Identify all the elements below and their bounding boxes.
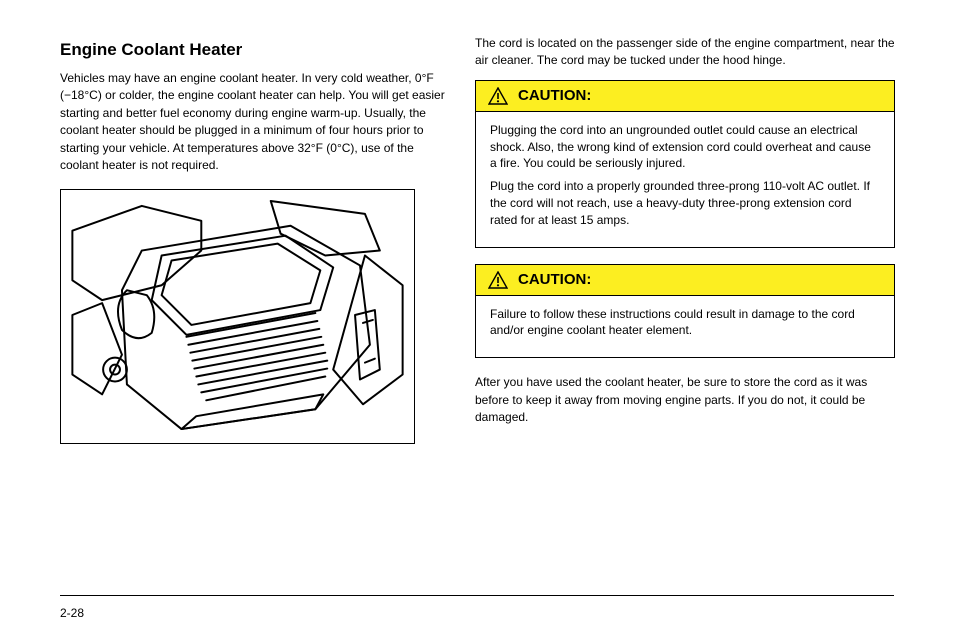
section-title: Engine Coolant Heater	[60, 40, 455, 60]
engine-heater-figure	[60, 189, 415, 444]
intro-paragraph: Vehicles may have an engine coolant heat…	[60, 70, 455, 174]
caution-body-2: Failure to follow these instructions cou…	[476, 296, 894, 358]
caution-header-2: CAUTION:	[476, 265, 894, 296]
right-column: The cord is located on the passenger sid…	[475, 35, 895, 436]
engine-illustration	[67, 196, 408, 437]
after-use-paragraph: After you have used the coolant heater, …	[475, 374, 895, 426]
warning-icon	[488, 271, 508, 289]
caution2-p1: Failure to follow these instructions cou…	[490, 306, 880, 340]
caution-box-2: CAUTION: Failure to follow these instruc…	[475, 264, 895, 359]
left-column: Engine Coolant Heater Vehicles may have …	[60, 40, 455, 444]
caution-label-1: CAUTION:	[518, 87, 591, 104]
footer-rule	[60, 595, 894, 596]
caution-label-2: CAUTION:	[518, 271, 591, 288]
page-number: 2-28	[60, 606, 84, 620]
caution1-p2: Plug the cord into a properly grounded t…	[490, 178, 880, 228]
caution-box-1: CAUTION: Plugging the cord into an ungro…	[475, 80, 895, 248]
caution-header-1: CAUTION:	[476, 81, 894, 112]
caution-body-1: Plugging the cord into an ungrounded out…	[476, 112, 894, 247]
warning-icon	[488, 87, 508, 105]
cord-location-paragraph: The cord is located on the passenger sid…	[475, 35, 895, 70]
caution1-p1: Plugging the cord into an ungrounded out…	[490, 122, 880, 172]
